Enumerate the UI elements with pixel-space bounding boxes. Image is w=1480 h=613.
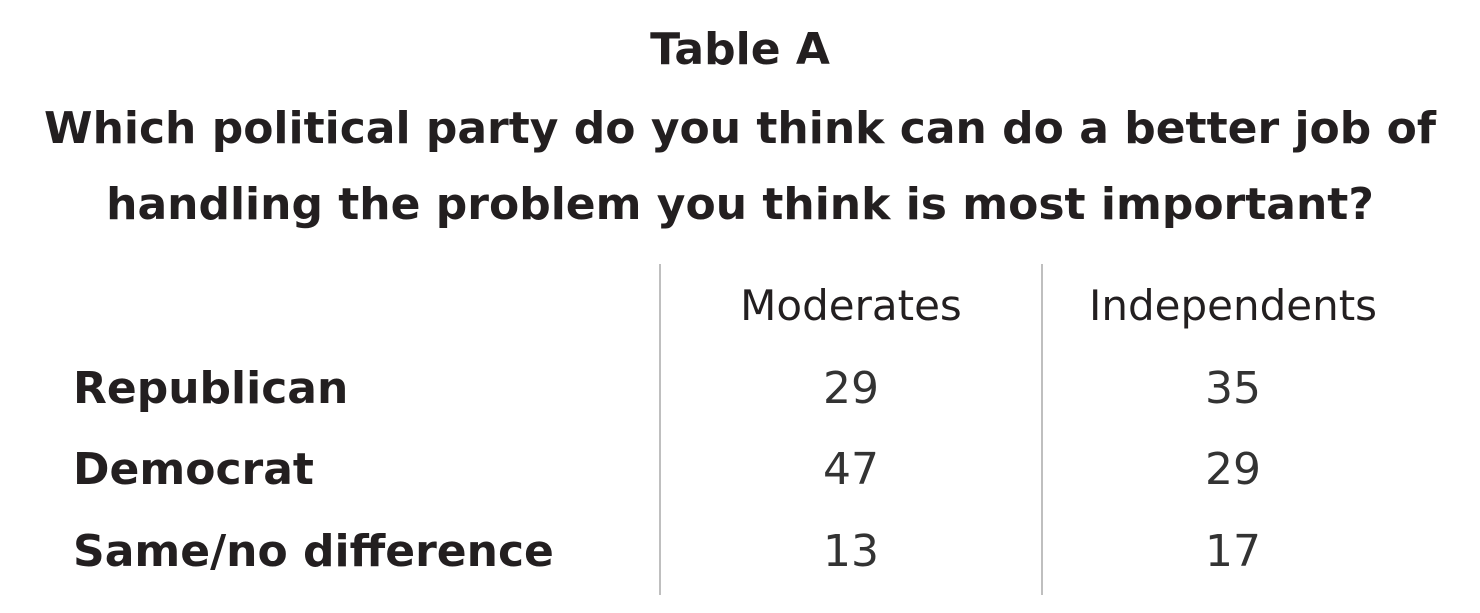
cell-democrat-independents: 29: [1205, 444, 1261, 495]
cell-same-independents: 17: [1205, 526, 1261, 577]
row-label-same-no-difference: Same/no difference: [73, 526, 554, 577]
question-line-1: Which political party do you think can d…: [44, 103, 1436, 154]
question-line-2: handling the problem you think is most i…: [106, 179, 1374, 230]
row-label-republican: Republican: [73, 363, 349, 414]
column-header-moderates: Moderates: [740, 281, 962, 330]
cell-democrat-moderates: 47: [823, 444, 879, 495]
column-header-independents: Independents: [1088, 281, 1378, 330]
row-label-democrat: Democrat: [73, 444, 314, 495]
table-title: Table A: [650, 24, 830, 75]
cell-republican-moderates: 29: [823, 363, 879, 414]
cell-republican-independents: 35: [1205, 363, 1261, 414]
cell-same-moderates: 13: [823, 526, 879, 577]
column-divider: [659, 264, 661, 595]
column-divider: [1041, 264, 1043, 595]
